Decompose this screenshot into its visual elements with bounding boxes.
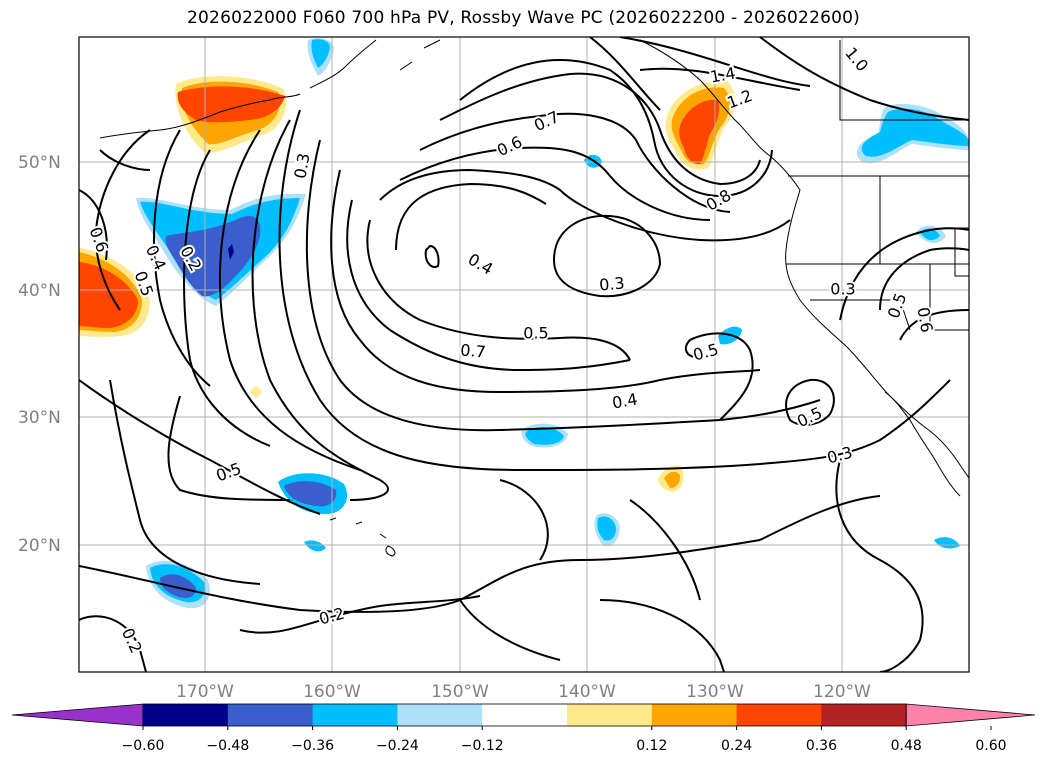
pv-negative-blob	[597, 516, 616, 541]
lon-label: 120°W	[813, 682, 871, 702]
coastlines	[99, 39, 969, 557]
pv-positive-blob	[679, 99, 720, 164]
contour-label: 0.3	[830, 280, 855, 299]
lon-label: 170°W	[176, 682, 234, 702]
colorbar-tick-label: 0.48	[891, 738, 922, 754]
colorbar-segment	[143, 704, 229, 726]
latitude-labels: 50°N 40°N 30°N 20°N	[18, 153, 61, 556]
colorbar-tick-label: 0.36	[806, 738, 837, 754]
contour-label: 0.7	[460, 340, 487, 361]
pv-negative-blob	[861, 108, 969, 157]
colorbar-segment	[736, 704, 822, 726]
pv-positive-blob	[664, 471, 680, 488]
lon-label: 150°W	[431, 682, 489, 702]
colorbar-tick-label: −0.12	[461, 738, 504, 754]
contour-label: 0.3	[598, 273, 625, 294]
colorbar-segment	[821, 704, 907, 726]
pv-negative-blob	[934, 537, 960, 549]
colorbar-tick-label: −0.60	[122, 738, 165, 754]
colorbar-tick-label: 0.12	[636, 738, 667, 754]
longitude-labels: 170°W 160°W 150°W 140°W 130°W 120°W	[176, 682, 871, 702]
pv-positive-blob	[250, 386, 262, 398]
pv-negative-blob	[160, 574, 196, 598]
colorbar-max-extension	[905, 703, 1036, 727]
colorbar-tick-label: −0.48	[206, 738, 249, 754]
colorbar	[11, 703, 1036, 727]
map-title: 2026022000 F060 700 hPa PV, Rossby Wave …	[187, 8, 860, 28]
colorbar-tick-label: −0.36	[291, 738, 334, 754]
pv-negative-blob	[304, 540, 326, 552]
colorbar-outline	[142, 703, 907, 727]
colorbar-min-extension	[11, 703, 144, 727]
pv-negative-blob	[311, 39, 330, 68]
lat-label: 30°N	[18, 408, 61, 428]
lon-label: 160°W	[303, 682, 361, 702]
pv-positive-blob	[177, 86, 285, 123]
pv-negative-blob	[284, 481, 337, 507]
colorbar-segment	[312, 704, 398, 726]
map-frame	[78, 36, 970, 673]
colorbar-segment	[482, 704, 568, 726]
lat-label: 50°N	[18, 153, 61, 173]
colorbar-segment	[567, 704, 653, 726]
colorbar-tick-label: −0.24	[376, 738, 419, 754]
pv-positive-blob	[79, 262, 138, 328]
colorbar-segment	[651, 704, 738, 726]
gridlines	[79, 37, 969, 672]
pv-negative-blob	[228, 244, 234, 260]
pv-negative-blob	[165, 216, 261, 297]
lon-label: 140°W	[558, 682, 616, 702]
colorbar-segment	[227, 704, 314, 726]
colorbar-segment	[397, 704, 483, 726]
lat-label: 40°N	[18, 281, 61, 301]
pv-negative-blob	[525, 427, 564, 445]
lon-label: 130°W	[686, 682, 744, 702]
colorbar-tick-label: 0.60	[975, 738, 1006, 754]
colorbar-tick-label: 0.24	[721, 738, 752, 754]
colorbar-ticks: −0.60 −0.48 −0.36 −0.24 −0.12 0.12 0.24 0.36 0.4…	[122, 726, 1007, 754]
pv-contours	[79, 37, 969, 672]
contour-label: 0.5	[523, 324, 548, 343]
lat-label: 20°N	[18, 536, 61, 556]
